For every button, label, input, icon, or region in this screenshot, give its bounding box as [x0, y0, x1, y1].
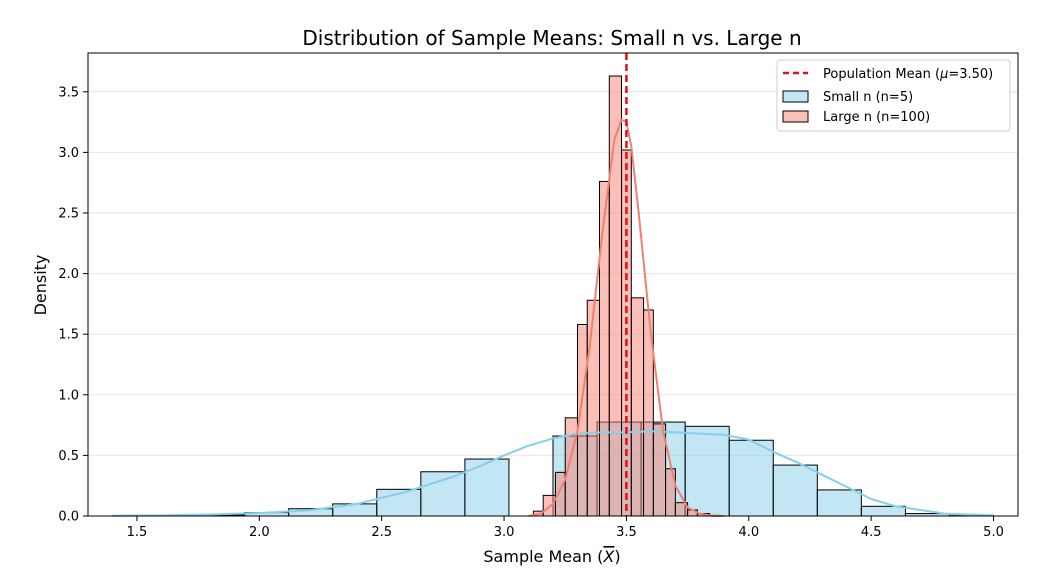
legend-small-n-label: Small n (n=5) — [823, 90, 913, 105]
x-axis-label-main: Sample Mean ( — [483, 547, 603, 566]
x-axis-label-close: ) — [614, 547, 620, 566]
y-tick-label-5: 2.5 — [58, 206, 79, 221]
legend-large-n-label: Large n (n=100) — [823, 110, 930, 125]
small-n-bar-15 — [773, 465, 817, 516]
x-tick-label-7: 5.0 — [983, 525, 1004, 540]
x-tick-label-1: 2.0 — [249, 525, 270, 540]
small-n-bar-7 — [421, 472, 465, 516]
legend-mu-symbol: μ — [939, 67, 948, 82]
y-grid — [88, 92, 1018, 456]
x-tick-label-0: 1.5 — [127, 525, 148, 540]
small-n-bar-16 — [817, 490, 861, 516]
x-tick-label-3: 3.0 — [494, 525, 515, 540]
small-n-bar-13 — [685, 426, 729, 516]
legend-mean-prefix: Population Mean ( — [823, 67, 940, 82]
y-tick-label-4: 2.0 — [58, 267, 79, 282]
y-tick-label-7: 3.5 — [58, 85, 79, 100]
x-axis-label: Sample Mean (X) — [483, 547, 620, 566]
y-tick-label-3: 1.5 — [58, 328, 79, 343]
x-tick-label-2: 2.5 — [371, 525, 392, 540]
y-tick-label-2: 1.0 — [58, 388, 79, 403]
chart-title: Distribution of Sample Means: Small n vs… — [302, 26, 801, 50]
y-axis-ticks: 0.0 0.5 1.0 1.5 2.0 2.5 3.0 3.5 — [58, 85, 88, 524]
y-tick-label-1: 0.5 — [58, 449, 79, 464]
large-n-bar-6 — [600, 181, 610, 516]
legend-mean-suffix: =3.50) — [948, 67, 993, 82]
y-axis-label: Density — [31, 255, 50, 316]
legend-large-n-swatch — [783, 111, 808, 122]
legend-small-n-swatch — [783, 91, 808, 102]
large-n-bar-7 — [609, 76, 621, 516]
y-tick-label-6: 3.0 — [58, 146, 79, 161]
large-n-bar-3 — [565, 418, 577, 516]
large-n-bar-9 — [631, 298, 643, 516]
small-n-bar-14 — [729, 440, 773, 516]
x-axis-ticks: 1.5 2.0 2.5 3.0 3.5 4.0 4.5 5.0 — [127, 516, 1004, 540]
small-n-bar-8 — [465, 459, 509, 516]
x-tick-label-6: 4.5 — [861, 525, 882, 540]
x-tick-label-4: 3.5 — [616, 525, 637, 540]
legend-population-mean-label: Population Mean (μ=3.50) — [823, 67, 993, 82]
legend: Population Mean (μ=3.50) Small n (n=5) L… — [777, 60, 1010, 131]
x-tick-label-5: 4.0 — [738, 525, 759, 540]
y-tick-label-0: 0.0 — [58, 510, 79, 525]
large-n-bar-5 — [587, 300, 599, 516]
